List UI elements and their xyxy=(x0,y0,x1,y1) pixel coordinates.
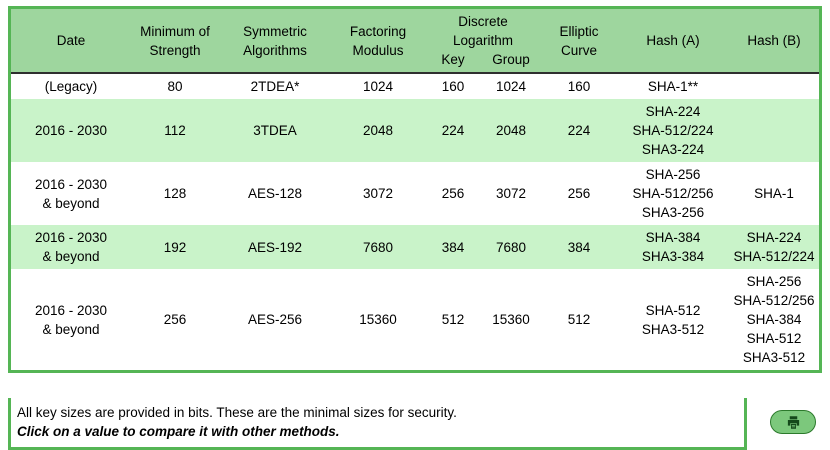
header-factoring: Factoring Modulus xyxy=(331,9,425,74)
header-hash-a: Hash (A) xyxy=(617,9,730,74)
hash-value[interactable]: SHA-256 xyxy=(645,167,701,182)
cell-hash-a: SHA-512 SHA3-512 xyxy=(617,269,729,370)
cell-dl-group[interactable]: 3072 xyxy=(495,186,527,201)
cell-date: 2016 - 2030 xyxy=(11,99,131,162)
cell-factoring[interactable]: 2048 xyxy=(331,99,425,162)
cell-dl-key[interactable]: 384 xyxy=(425,225,481,269)
cell-symmetric[interactable]: AES-128 xyxy=(247,186,303,201)
header-elliptic-curve: Elliptic Curve xyxy=(541,9,618,74)
cell-dl-key[interactable]: 160 xyxy=(441,79,465,94)
hash-value[interactable]: SHA-256 xyxy=(746,274,802,289)
cell-hash-a: SHA-1** xyxy=(617,73,729,99)
cell-date: (Legacy) xyxy=(44,79,98,94)
cell-min-strength[interactable]: 192 xyxy=(131,225,219,269)
cell-dl-key[interactable]: 256 xyxy=(441,186,465,201)
hash-value[interactable]: SHA-224 xyxy=(746,230,802,245)
header-dl-key: Key xyxy=(425,50,481,74)
hash-value[interactable]: SHA3-384 xyxy=(641,249,705,264)
cell-hash-b: SHA-1 xyxy=(729,162,819,225)
key-size-table-container: Date Minimum of Strength Symmetric Algor… xyxy=(8,6,822,373)
header-hash-b: Hash (B) xyxy=(729,9,820,74)
cell-dl-group[interactable]: 15360 xyxy=(492,312,530,327)
hash-value[interactable]: SHA-512/256 xyxy=(632,186,714,201)
cell-factoring[interactable]: 15360 xyxy=(359,312,397,327)
hash-value[interactable]: SHA-512 xyxy=(645,302,701,318)
cell-symmetric[interactable]: 3TDEA xyxy=(219,99,331,162)
print-button[interactable] xyxy=(770,410,816,434)
cell-hash-b: SHA-256 SHA-512/256 SHA-384 SHA-512 SHA3-512 xyxy=(729,269,819,370)
cell-hash-b xyxy=(729,73,819,99)
table-row: 2016 - 2030 & beyond 256 AES-256 15360 512 15… xyxy=(11,269,819,370)
cell-symmetric[interactable]: AES-256 xyxy=(247,312,303,327)
cell-elliptic[interactable]: 160 xyxy=(567,79,591,94)
cell-factoring[interactable]: 1024 xyxy=(362,79,394,94)
cell-min-strength[interactable]: 256 xyxy=(163,312,187,327)
cell-elliptic[interactable]: 256 xyxy=(567,186,591,201)
header-dl-group: Group xyxy=(481,50,542,74)
cell-dl-group[interactable]: 7680 xyxy=(481,225,542,269)
hash-value[interactable]: SHA3-256 xyxy=(641,205,705,220)
header-symmetric: Symmetric Algorithms xyxy=(219,9,331,74)
printer-icon xyxy=(786,415,801,430)
cell-elliptic[interactable]: 512 xyxy=(567,312,591,327)
cell-min-strength[interactable]: 80 xyxy=(167,79,183,94)
table-header: Date Minimum of Strength Symmetric Algor… xyxy=(11,9,820,74)
cell-symmetric[interactable]: AES-192 xyxy=(219,225,331,269)
footer-note-line1: All key sizes are provided in bits. Thes… xyxy=(17,405,457,420)
table-row: (Legacy) 80 2TDEA* 1024 160 1024 160 SHA-1** xyxy=(11,73,819,99)
hash-value[interactable]: SHA-384 xyxy=(645,230,701,245)
cell-date: 2016 - 2030 & beyond xyxy=(34,302,108,337)
hash-value[interactable]: SHA-224 xyxy=(645,104,701,119)
cell-hash-b xyxy=(729,99,820,162)
hash-value[interactable]: SHA-384 xyxy=(746,312,802,327)
header-min-strength: Minimum of Strength xyxy=(131,9,219,74)
hash-value[interactable]: SHA-512/224 xyxy=(733,249,815,264)
cell-elliptic[interactable]: 224 xyxy=(541,99,618,162)
cell-min-strength[interactable]: 112 xyxy=(131,99,219,162)
cell-symmetric[interactable]: 2TDEA* xyxy=(250,79,300,94)
table-row: 2016 - 2030 & beyond 128 AES-128 3072 256 307… xyxy=(11,162,819,225)
table-row: 2016 - 2030 112 3TDEA 2048 224 2048 224 SHA-224… xyxy=(11,99,820,162)
footer-note-line2: Click on a value to compare it with othe… xyxy=(17,424,340,439)
hash-value[interactable]: SHA-512/224 xyxy=(632,123,714,138)
key-size-table: Date Minimum of Strength Symmetric Algor… xyxy=(11,9,820,370)
hash-value[interactable]: SHA3-224 xyxy=(641,142,705,157)
footer-note: All key sizes are provided in bits. Thes… xyxy=(8,398,747,450)
cell-dl-key[interactable]: 224 xyxy=(425,99,481,162)
cell-hash-a: SHA-384 SHA3-384 xyxy=(617,225,730,269)
hash-value[interactable]: SHA3-512 xyxy=(641,321,705,337)
cell-hash-b: SHA-224 SHA-512/224 xyxy=(729,225,820,269)
cell-dl-group[interactable]: 1024 xyxy=(495,79,527,94)
table-row: 2016 - 2030 & beyond 192 AES-192 7680 384 768… xyxy=(11,225,820,269)
cell-dl-group[interactable]: 2048 xyxy=(481,99,542,162)
cell-hash-a: SHA-224 SHA-512/224 SHA3-224 xyxy=(617,99,730,162)
hash-value[interactable]: SHA-512 xyxy=(746,331,802,346)
hash-value[interactable]: SHA-1 xyxy=(754,186,794,201)
cell-factoring[interactable]: 3072 xyxy=(362,186,394,201)
cell-elliptic[interactable]: 384 xyxy=(541,225,618,269)
header-discrete-logarithm: Discrete Logarithm xyxy=(425,9,542,50)
cell-factoring[interactable]: 7680 xyxy=(331,225,425,269)
cell-hash-a: SHA-256 SHA-512/256 SHA3-256 xyxy=(617,162,729,225)
table-body: (Legacy) 80 2TDEA* 1024 160 1024 160 SHA-1** 201… xyxy=(11,73,820,370)
cell-date: 2016 - 2030 & beyond xyxy=(11,225,131,269)
hash-value[interactable]: SHA-1** xyxy=(647,79,699,94)
cell-date: 2016 - 2030 & beyond xyxy=(34,176,108,211)
header-date: Date xyxy=(11,9,131,74)
hash-value[interactable]: SHA3-512 xyxy=(742,350,806,365)
cell-dl-key[interactable]: 512 xyxy=(441,312,465,327)
cell-min-strength[interactable]: 128 xyxy=(163,186,187,201)
hash-value[interactable]: SHA-512/256 xyxy=(733,293,815,308)
